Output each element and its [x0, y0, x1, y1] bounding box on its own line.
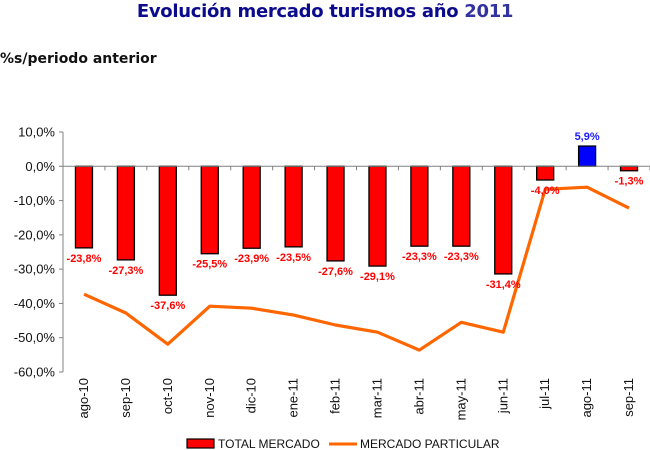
y-tick-label: -40,0%: [14, 296, 56, 311]
data-label: -31,4%: [486, 279, 521, 291]
x-tick-label: sep-10: [118, 378, 133, 418]
bar: [158, 165, 177, 296]
bar: [536, 165, 555, 181]
bar: [74, 165, 94, 249]
legend: TOTAL MERCADO MERCADO PARTICULAR: [186, 437, 500, 450]
line-path: [83, 185, 630, 352]
legend-label-mercado-particular: MERCADO PARTICULAR: [360, 437, 500, 450]
data-label: -29,1%: [360, 271, 395, 283]
x-tick-label: ene-11: [286, 378, 301, 418]
y-tick-label: -10,0%: [14, 193, 56, 208]
line-series-mercado-particular: [83, 185, 630, 352]
bar: [619, 165, 639, 172]
data-label: -27,6%: [318, 266, 353, 278]
x-tick-label: dic-10: [244, 378, 259, 413]
y-tick-label: -20,0%: [14, 227, 56, 242]
bar: [326, 165, 345, 262]
data-label: -37,6%: [150, 300, 185, 312]
data-label: -1,3%: [615, 176, 644, 188]
x-tick-label: jun-11: [495, 378, 510, 414]
chart-title-year: 2011: [464, 1, 514, 22]
data-label: -23,3%: [402, 251, 437, 263]
x-tick-label: may-11: [453, 378, 468, 420]
y-tick-label: -60,0%: [14, 365, 56, 380]
legend-swatch-total-mercado: [186, 438, 215, 449]
bar: [242, 165, 261, 249]
data-label: -23,5%: [276, 252, 311, 264]
legend-label-total-mercado: TOTAL MERCADO: [218, 437, 320, 450]
y-tick-label: 0,0%: [25, 159, 55, 174]
y-tick-label: -30,0%: [14, 262, 56, 277]
x-tick-label: feb-11: [328, 378, 343, 414]
bar: [577, 145, 597, 167]
data-label: 5,9%: [575, 131, 600, 143]
x-tick-label: ago-11: [579, 378, 594, 418]
x-axis: [62, 165, 650, 171]
bar: [116, 165, 136, 261]
x-tick-label: jul-11: [537, 378, 552, 410]
chart-subtitle: %s/periodo anterior: [0, 51, 157, 67]
x-tick-labels: ago-10 sep-10 oct-10 nov-10 dic-10 ene-11 feb-…: [76, 378, 636, 420]
data-label: -23,8%: [67, 253, 102, 265]
data-label: -23,9%: [234, 253, 269, 265]
bar: [200, 165, 219, 255]
x-tick-label: abr-11: [411, 378, 426, 415]
x-tick-label: mar-11: [369, 378, 384, 418]
bar: [452, 165, 471, 247]
x-tick-label: sep-11: [621, 378, 636, 417]
chart-title: Evolución mercado turismos año 2011: [0, 1, 650, 22]
data-label: -4,0%: [531, 185, 560, 197]
chart-title-text: Evolución mercado turismos año: [136, 1, 459, 22]
bar: [368, 165, 387, 267]
y-axis: 10,0% 0,0% -10,0% -20,0% -30,0% -40,0% -50,0% -…: [14, 125, 64, 380]
bar: [494, 165, 513, 275]
x-tick-label: ago-10: [76, 378, 91, 418]
y-tick-label: 10,0%: [18, 125, 55, 140]
x-tick-label: nov-10: [202, 378, 217, 418]
bar: [284, 165, 303, 248]
x-tick-label: oct-10: [160, 378, 175, 414]
bar: [410, 165, 429, 247]
data-label: -27,3%: [108, 265, 143, 277]
data-label: -25,5%: [192, 259, 227, 271]
bar-series-total-mercado: [74, 145, 639, 296]
data-label: -23,3%: [444, 251, 479, 263]
data-labels: -23,8% -27,3% -37,6% -25,5% -23,9% -23,5% -27,…: [67, 131, 644, 312]
y-tick-label: -50,0%: [14, 330, 56, 345]
